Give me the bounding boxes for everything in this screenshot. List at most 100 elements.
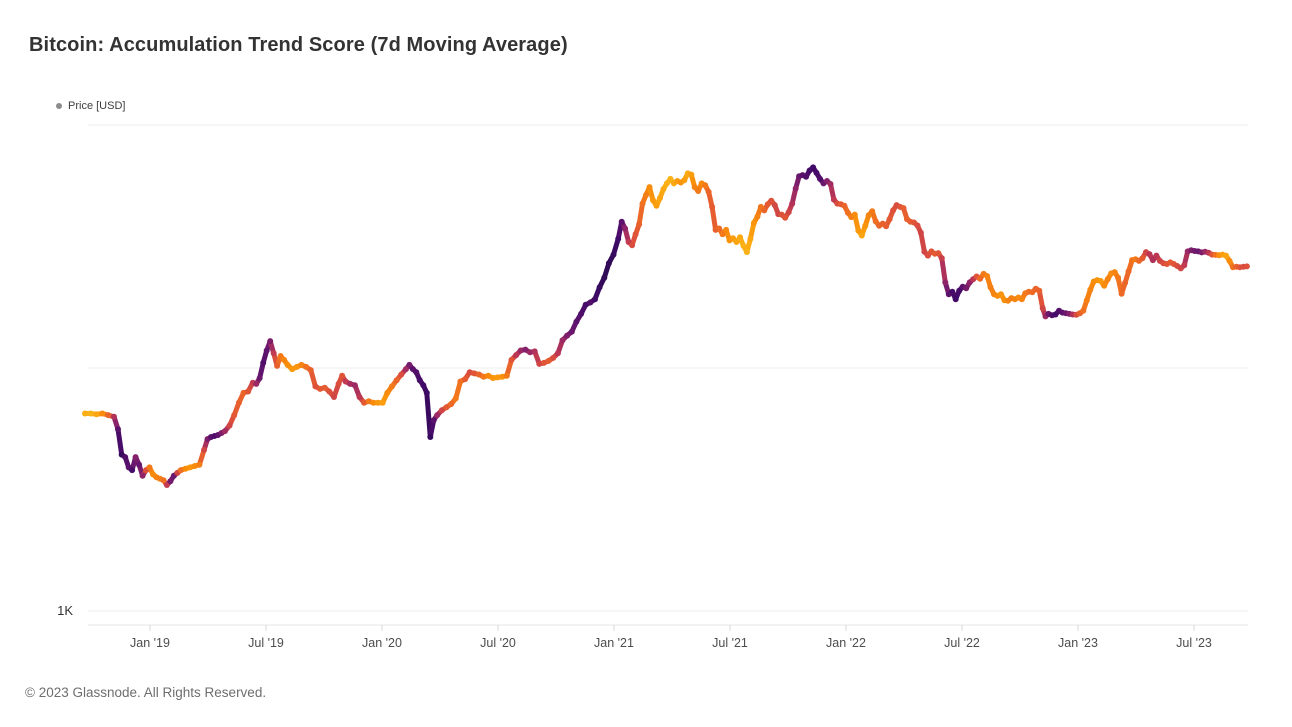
price-point[interactable]: [235, 399, 242, 406]
price-point[interactable]: [351, 382, 358, 389]
price-point[interactable]: [917, 229, 924, 236]
price-point[interactable]: [132, 454, 139, 461]
price-point[interactable]: [660, 186, 667, 193]
price-point[interactable]: [1223, 252, 1229, 259]
price-point[interactable]: [263, 347, 270, 354]
price-point[interactable]: [998, 291, 1004, 298]
price-point[interactable]: [949, 288, 956, 295]
price-point[interactable]: [550, 354, 557, 361]
price-point[interactable]: [740, 242, 747, 249]
price-point[interactable]: [883, 223, 890, 230]
price-point[interactable]: [326, 388, 333, 395]
price-point[interactable]: [1104, 276, 1111, 283]
price-point[interactable]: [771, 202, 778, 209]
price-point[interactable]: [1083, 297, 1090, 304]
price-point[interactable]: [636, 221, 643, 228]
price-point[interactable]: [448, 401, 455, 408]
price-point[interactable]: [177, 467, 184, 474]
price-point[interactable]: [253, 380, 260, 387]
price-point[interactable]: [810, 164, 817, 171]
price-point[interactable]: [256, 375, 263, 381]
price-point[interactable]: [622, 225, 629, 232]
price-point[interactable]: [667, 175, 674, 182]
price-point[interactable]: [191, 463, 198, 469]
price-point[interactable]: [82, 410, 88, 417]
price-point[interactable]: [1149, 257, 1156, 264]
price-point[interactable]: [618, 218, 625, 225]
price-point[interactable]: [136, 461, 143, 468]
price-point[interactable]: [695, 188, 702, 194]
price-point[interactable]: [226, 422, 233, 429]
price-point[interactable]: [573, 318, 580, 325]
price-point[interactable]: [452, 395, 459, 402]
price-point[interactable]: [231, 412, 238, 419]
price-point[interactable]: [267, 338, 274, 345]
price-point[interactable]: [365, 398, 372, 405]
price-point[interactable]: [568, 328, 575, 335]
price-point[interactable]: [122, 454, 129, 461]
price-point[interactable]: [803, 173, 810, 180]
price-point[interactable]: [115, 426, 121, 433]
price-point[interactable]: [761, 207, 768, 214]
price-point[interactable]: [858, 232, 865, 239]
price-point[interactable]: [370, 399, 377, 406]
price-point[interactable]: [167, 478, 174, 485]
price-point[interactable]: [284, 361, 291, 368]
price-point[interactable]: [1139, 255, 1146, 262]
price-point[interactable]: [956, 287, 963, 294]
price-point[interactable]: [201, 446, 208, 453]
price-point[interactable]: [952, 296, 959, 303]
price-point[interactable]: [260, 359, 267, 366]
price-point[interactable]: [281, 356, 288, 363]
price-point[interactable]: [298, 361, 305, 368]
price-point[interactable]: [554, 350, 561, 357]
price-point[interactable]: [730, 235, 736, 242]
price-point[interactable]: [656, 195, 663, 202]
price-point[interactable]: [389, 383, 395, 390]
price-point[interactable]: [691, 184, 698, 191]
price-point[interactable]: [702, 182, 709, 189]
price-point[interactable]: [900, 205, 907, 212]
price-point[interactable]: [517, 347, 524, 354]
price-point[interactable]: [610, 251, 617, 258]
price-point[interactable]: [1153, 252, 1160, 259]
price-point[interactable]: [1243, 263, 1250, 270]
price-point[interactable]: [643, 192, 649, 198]
price-point[interactable]: [872, 218, 879, 225]
price-point[interactable]: [733, 239, 740, 245]
price-point[interactable]: [221, 428, 228, 435]
price-point[interactable]: [1181, 262, 1188, 269]
price-point[interactable]: [402, 366, 409, 373]
price-point[interactable]: [335, 380, 342, 387]
price-point[interactable]: [321, 384, 328, 391]
price-point[interactable]: [629, 242, 636, 249]
price-point[interactable]: [87, 410, 94, 417]
price-point[interactable]: [716, 225, 723, 232]
price-point[interactable]: [129, 467, 136, 474]
price-point[interactable]: [639, 200, 646, 207]
price-point[interactable]: [427, 434, 434, 440]
price-point[interactable]: [938, 255, 945, 262]
price-point[interactable]: [605, 260, 612, 267]
price-point[interactable]: [476, 371, 482, 378]
price-point[interactable]: [719, 231, 726, 238]
price-point[interactable]: [768, 197, 775, 204]
price-point[interactable]: [601, 274, 608, 281]
price-point[interactable]: [277, 353, 284, 359]
price-point[interactable]: [111, 413, 117, 420]
price-point[interactable]: [187, 464, 194, 471]
price-point[interactable]: [653, 202, 660, 209]
price-point[interactable]: [587, 299, 594, 306]
price-point[interactable]: [1226, 257, 1233, 264]
price-point[interactable]: [1080, 307, 1087, 314]
price-point[interactable]: [105, 412, 112, 419]
price-point[interactable]: [578, 310, 585, 317]
price-point[interactable]: [743, 249, 750, 256]
price-point[interactable]: [830, 196, 837, 203]
price-point[interactable]: [342, 378, 349, 385]
price-point[interactable]: [817, 175, 823, 182]
price-point[interactable]: [705, 189, 712, 195]
price-point[interactable]: [540, 359, 547, 366]
price-point[interactable]: [413, 369, 420, 376]
price-point[interactable]: [270, 350, 277, 357]
